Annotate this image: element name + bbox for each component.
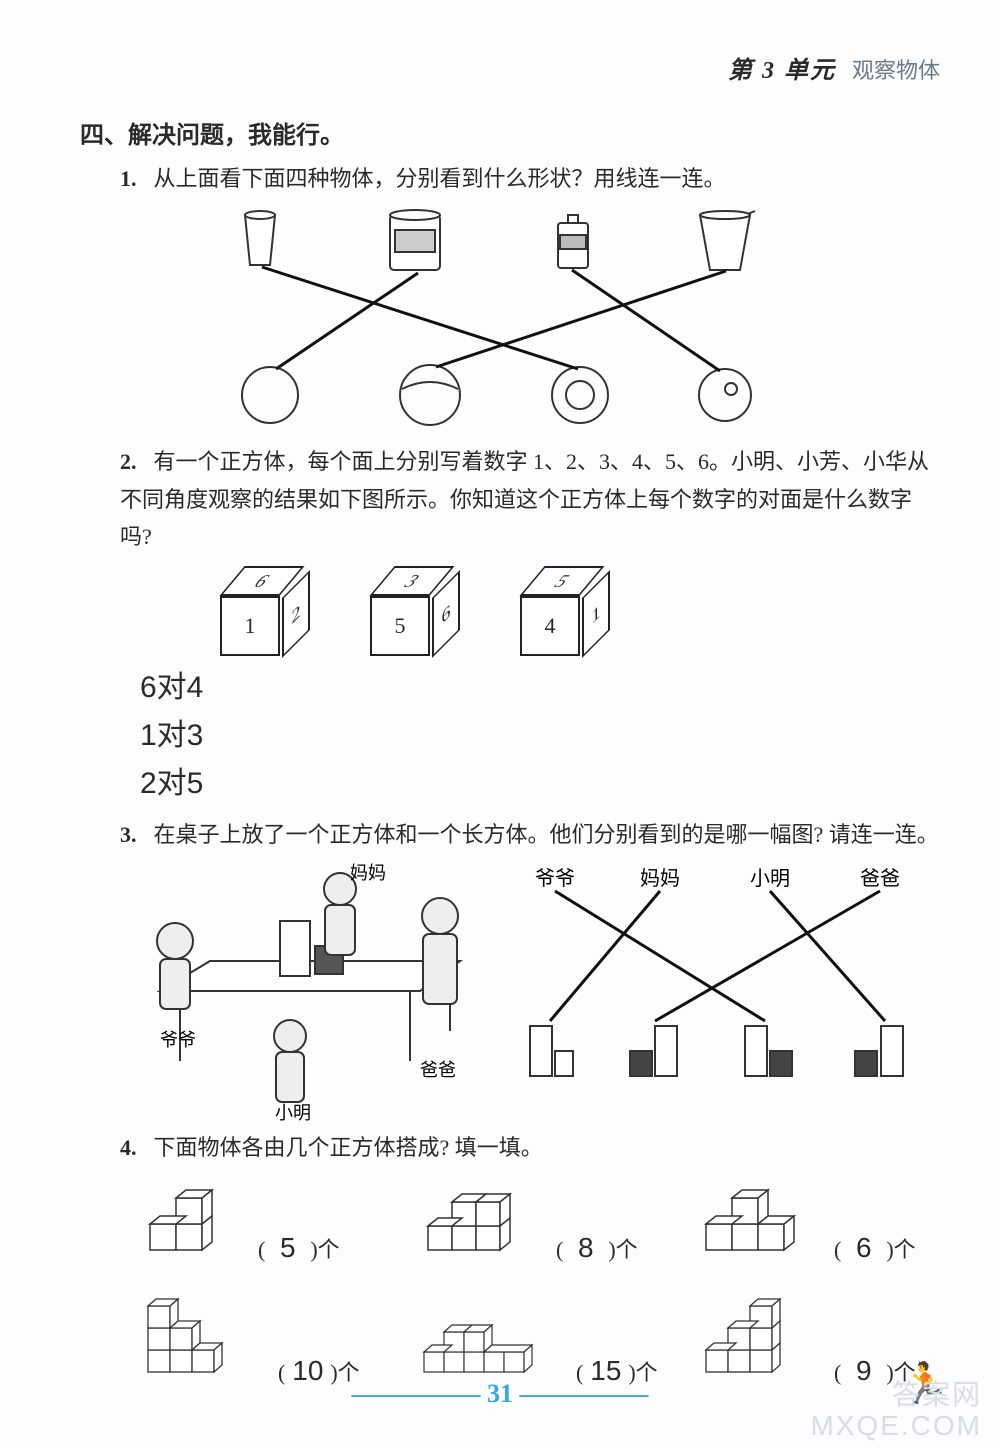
q3-number: 3. <box>120 816 148 853</box>
question-1: 1. 从上面看下面四种物体，分别看到什么形状？用线连一连。 <box>120 160 940 197</box>
cubes-shape-2-icon <box>418 1174 548 1264</box>
q1-text: 从上面看下面四种物体，分别看到什么形状？用线连一连。 <box>154 166 726 191</box>
q1-matching-figure <box>180 205 820 435</box>
q3-name-2: 妈妈 <box>640 867 680 890</box>
q3-match-lines <box>550 891 885 1021</box>
q2-text: 有一个正方体，每个面上分别写着数字 1、2、3、4、5、6。小明、小芳、小华从不… <box>120 449 929 549</box>
q4-count-1: ( 5 )个 <box>258 1232 340 1264</box>
question-3: 3. 在桌子上放了一个正方体和一个长方体。他们分别看到的是哪一幅图? 请连一连。 <box>120 816 940 853</box>
cubes-shape-6-icon <box>696 1292 826 1387</box>
q3-name-3: 小明 <box>750 867 790 890</box>
q2-cubes: 6 2 1 3 6 5 5 1 4 <box>220 566 940 656</box>
label-grandpa: 爷爷 <box>160 1030 196 1050</box>
cubes-shape-3-icon <box>696 1174 826 1264</box>
q4-item-4: ( 10 )个 <box>140 1292 410 1387</box>
q1-match-lines <box>262 267 726 371</box>
label-dad: 爸爸 <box>420 1060 456 1080</box>
double-circle-icon <box>552 367 608 423</box>
small-dot-circle-icon <box>699 369 751 421</box>
annulus-circle-icon <box>400 365 460 425</box>
watermark-line1: 答案网 <box>810 1380 982 1411</box>
unit-number: 3 <box>762 58 776 84</box>
q3-name-1: 爷爷 <box>535 867 575 890</box>
label-xiaoming: 小明 <box>275 1103 311 1121</box>
unit-prefix: 第 <box>728 58 754 84</box>
q3-figure: 爷爷 妈妈 爸爸 小明 爷爷 妈妈 小明 爸爸 <box>120 861 940 1121</box>
q3-view-d <box>855 1026 903 1076</box>
cube-view-3: 5 1 4 <box>520 566 610 656</box>
watermark-line2: MXQE.COM <box>810 1411 982 1442</box>
cubes-shape-5-icon <box>418 1292 568 1387</box>
q4-item-1: ( 5 )个 <box>140 1174 410 1264</box>
cube-view-2: 3 6 5 <box>370 566 460 656</box>
q1-number: 1. <box>120 160 148 197</box>
cubes-shape-1-icon <box>140 1184 250 1264</box>
cubes-shape-4-icon <box>140 1292 270 1387</box>
cube-view-1: 6 2 1 <box>220 566 310 656</box>
q3-view-a <box>530 1026 573 1076</box>
q2-answers: 6对4 1对3 2对5 <box>140 664 940 808</box>
q4-item-2: ( 8 )个 <box>418 1174 688 1264</box>
circle-icon <box>242 367 298 423</box>
section-title: 四、解决问题，我能行。 <box>80 115 940 150</box>
beaker-icon <box>700 211 755 270</box>
can-jar-icon <box>390 210 440 270</box>
q3-scene: 爷爷 妈妈 爸爸 小明 <box>120 861 485 1121</box>
label-mom: 妈妈 <box>350 863 386 883</box>
page: 第 3 单元 观察物体 四、解决问题，我能行。 1. 从上面看下面四种物体，分别… <box>0 0 1000 1447</box>
q3-name-4: 爸爸 <box>860 867 900 890</box>
q4-count-2: ( 8 )个 <box>556 1232 638 1264</box>
q2-answer-1: 6对4 <box>140 664 940 712</box>
battery-icon <box>558 215 588 268</box>
q2-answer-3: 2对5 <box>140 760 940 808</box>
question-2: 2. 有一个正方体，每个面上分别写着数字 1、2、3、4、5、6。小明、小芳、小… <box>120 443 940 555</box>
page-number: 31 <box>487 1379 513 1408</box>
question-4: 4. 下面物体各由几个正方体搭成? 填一填。 <box>120 1129 940 1166</box>
q4-item-3: ( 6 )个 <box>696 1174 966 1264</box>
q4-item-5: ( 15 )个 <box>418 1292 688 1387</box>
q3-text: 在桌子上放了一个正方体和一个长方体。他们分别看到的是哪一幅图? 请连一连。 <box>154 822 939 847</box>
cube3-front: 4 <box>520 596 580 656</box>
cube2-front: 5 <box>370 596 430 656</box>
q4-number: 4. <box>120 1129 148 1166</box>
watermark: 答案网 MXQE.COM <box>810 1380 982 1442</box>
q4-grid: ( 5 )个 ( 8 )个 <box>140 1174 940 1387</box>
q2-number: 2. <box>120 443 148 480</box>
unit-title: 观察物体 <box>852 58 940 83</box>
q3-view-b <box>630 1026 677 1076</box>
unit-header: 第 3 单元 观察物体 <box>60 50 940 85</box>
q3-view-c <box>745 1026 792 1076</box>
q4-text: 下面物体各由几个正方体搭成? 填一填。 <box>154 1135 543 1160</box>
glass-cup-icon <box>245 211 275 265</box>
unit-suffix: 单元 <box>784 58 836 84</box>
q4-count-3: ( 6 )个 <box>834 1232 916 1264</box>
q2-answer-2: 1对3 <box>140 712 940 760</box>
q3-matching: 爷爷 妈妈 小明 爸爸 <box>515 861 940 1091</box>
cube1-front: 1 <box>220 596 280 656</box>
